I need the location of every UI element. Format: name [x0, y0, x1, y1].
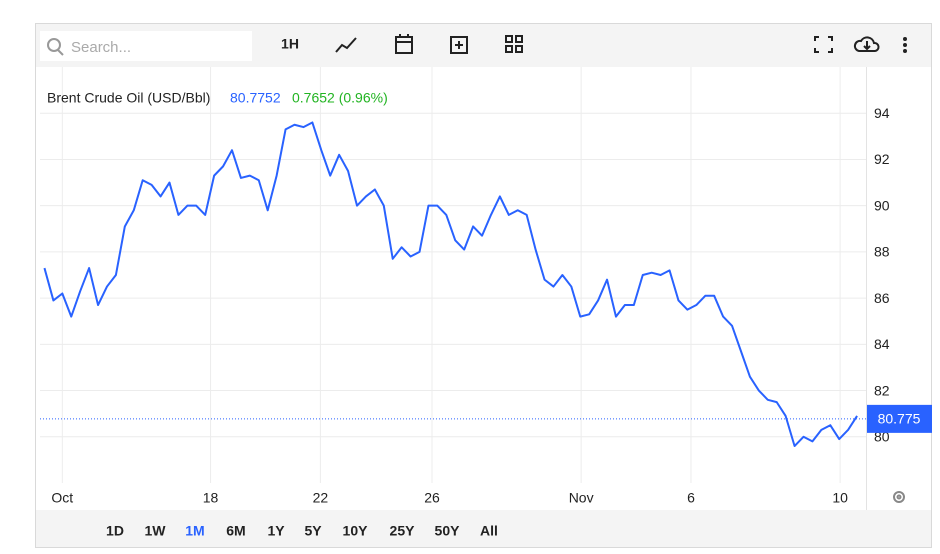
search-icon: [47, 38, 64, 56]
range-button[interactable]: 10Y: [343, 523, 369, 539]
search-box[interactable]: [40, 31, 252, 61]
x-tick-label: 10: [832, 490, 848, 506]
y-tick-label: 88: [874, 244, 890, 260]
calendar-icon[interactable]: [395, 34, 413, 54]
last-price-tag: [867, 404, 932, 433]
y-tick-label: 90: [874, 197, 890, 213]
legend-last: 80.7752: [230, 90, 281, 106]
legend-title: Brent Crude Oil (USD/Bbl): [47, 90, 210, 106]
settings-icon[interactable]: [893, 491, 905, 503]
download-icon[interactable]: [853, 36, 880, 52]
x-tick-label: 26: [424, 490, 440, 506]
x-tick-label: 18: [203, 490, 219, 506]
y-tick-label: 82: [874, 382, 890, 398]
layout-icon[interactable]: [505, 35, 523, 53]
range-button[interactable]: 1W: [145, 523, 167, 539]
x-tick-label: Nov: [569, 490, 594, 506]
range-bar: [36, 510, 931, 547]
x-tick-label: Oct: [51, 490, 73, 506]
x-tick-label: 6: [687, 490, 695, 506]
last-price-label: 80.775: [878, 411, 921, 427]
range-button[interactable]: 1D: [106, 523, 124, 539]
range-button[interactable]: 5Y: [304, 523, 322, 539]
range-button[interactable]: 6M: [226, 523, 245, 539]
price-line: [43, 121, 858, 448]
range-button[interactable]: 50Y: [435, 523, 461, 539]
y-tick-label: 84: [874, 336, 890, 352]
add-icon[interactable]: [450, 36, 468, 54]
range-button[interactable]: All: [480, 523, 498, 539]
chart-type-icon[interactable]: [335, 37, 357, 53]
range-button[interactable]: 25Y: [390, 523, 416, 539]
y-tick-label: 94: [874, 105, 890, 121]
legend-change: 0.7652 (0.96%): [292, 90, 388, 106]
widget-frame: [35, 23, 932, 548]
x-tick-label: 22: [313, 490, 329, 506]
menu-icon[interactable]: [903, 37, 907, 53]
range-button[interactable]: 1M: [185, 523, 204, 539]
search-placeholder[interactable]: Search...: [71, 39, 131, 56]
y-tick-label: 86: [874, 290, 890, 306]
range-button[interactable]: 1Y: [267, 523, 285, 539]
interval-button[interactable]: 1H: [281, 36, 299, 52]
fullscreen-icon[interactable]: [814, 36, 833, 53]
y-tick-label: 92: [874, 151, 890, 167]
